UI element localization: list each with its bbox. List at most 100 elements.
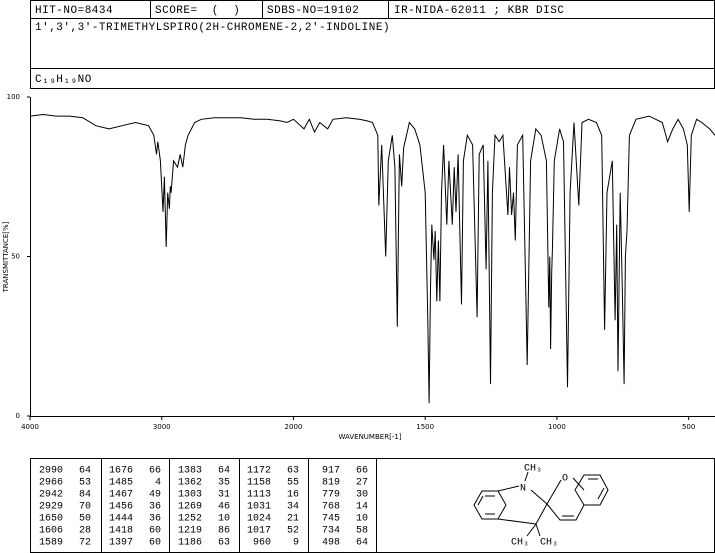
peak-intensity: 55 bbox=[287, 478, 299, 489]
bond bbox=[535, 523, 541, 537]
peak-intensity: 36 bbox=[149, 514, 161, 525]
peak-wavenumber: 1113 bbox=[247, 490, 271, 501]
peak-wavenumber: 1418 bbox=[109, 526, 133, 537]
peak-intensity: 16 bbox=[287, 490, 299, 501]
peak-wavenumber: 779 bbox=[322, 490, 340, 501]
peak-intensity: 64 bbox=[356, 538, 368, 549]
bond bbox=[572, 477, 585, 491]
peak-intensity: 28 bbox=[79, 526, 91, 537]
peak-wavenumber: 1397 bbox=[109, 538, 133, 549]
atom-label: O bbox=[562, 474, 568, 485]
peak-wavenumber: 2990 bbox=[39, 466, 63, 477]
peak-wavenumber: 1269 bbox=[178, 502, 202, 513]
peak-intensity: 34 bbox=[287, 502, 299, 513]
table-box bbox=[30, 458, 715, 553]
x-tick-label: 1500 bbox=[416, 423, 434, 431]
peak-wavenumber: 1252 bbox=[178, 514, 202, 525]
peak-wavenumber: 1172 bbox=[247, 466, 271, 477]
peak-intensity: 10 bbox=[356, 514, 368, 525]
bond bbox=[477, 495, 484, 506]
x-tick-label: 4000 bbox=[21, 423, 39, 431]
peak-intensity: 46 bbox=[218, 502, 230, 513]
peak-wavenumber: 819 bbox=[322, 478, 340, 489]
bond bbox=[526, 523, 537, 537]
peak-intensity: 31 bbox=[218, 490, 230, 501]
peak-wavenumber: 2929 bbox=[39, 502, 63, 513]
peak-wavenumber: 1362 bbox=[178, 478, 202, 489]
bond bbox=[497, 485, 520, 492]
peak-wavenumber: 1219 bbox=[178, 526, 202, 537]
peak-wavenumber: 1606 bbox=[39, 526, 63, 537]
x-tick-label: 500 bbox=[682, 423, 695, 431]
atom-label: CH₃ bbox=[524, 464, 542, 475]
y-tick-label: 0 bbox=[16, 412, 20, 420]
bond bbox=[546, 503, 585, 521]
hit-no: HIT-NO=8434 bbox=[35, 5, 113, 17]
peak-intensity: 86 bbox=[218, 526, 230, 537]
peak-wavenumber: 1650 bbox=[39, 514, 63, 525]
formula: C₁₉H₁₉NO bbox=[35, 74, 92, 86]
peak-intensity: 84 bbox=[79, 490, 91, 501]
y-tick-label: 100 bbox=[7, 93, 20, 101]
x-axis-label: WAVENUMBER[-1] bbox=[338, 433, 401, 441]
compound-name: 1',3',3'-TRIMETHYLSPIRO(2H-CHROMENE-2,2'… bbox=[35, 22, 390, 34]
peak-intensity: 4 bbox=[155, 478, 161, 489]
peak-intensity: 14 bbox=[356, 502, 368, 513]
peak-table bbox=[30, 458, 715, 553]
peak-wavenumber: 498 bbox=[322, 538, 340, 549]
peak-intensity: 72 bbox=[79, 538, 91, 549]
spectrum-line bbox=[29, 113, 715, 404]
header: HIT-NO=8434 SCORE= ( ) SDBS-NO=19102 IR-… bbox=[30, 0, 715, 89]
atom-label: N bbox=[520, 484, 526, 495]
x-tick-label: 3000 bbox=[153, 423, 171, 431]
peak-wavenumber: 1031 bbox=[247, 502, 271, 513]
atom-label: CH₃ bbox=[511, 538, 529, 549]
peak-wavenumber: 734 bbox=[322, 526, 340, 537]
peak-wavenumber: 1303 bbox=[178, 490, 202, 501]
peak-intensity: 64 bbox=[79, 466, 91, 477]
peak-wavenumber: 1158 bbox=[247, 478, 271, 489]
peak-intensity: 27 bbox=[356, 478, 368, 489]
peak-intensity: 60 bbox=[149, 538, 161, 549]
peak-intensity: 58 bbox=[356, 526, 368, 537]
bond-ring bbox=[473, 490, 507, 520]
bond bbox=[497, 489, 548, 525]
peak-intensity: 63 bbox=[287, 466, 299, 477]
peak-wavenumber: 1676 bbox=[109, 466, 133, 477]
source: IR-NIDA-62011 ; KBR DISC bbox=[394, 5, 564, 17]
peak-intensity: 49 bbox=[149, 490, 161, 501]
peak-wavenumber: 917 bbox=[322, 466, 340, 477]
bond bbox=[524, 471, 529, 482]
x-tick-label: 1000 bbox=[548, 423, 566, 431]
peak-wavenumber: 1024 bbox=[247, 514, 271, 525]
peak-intensity: 36 bbox=[149, 502, 161, 513]
peak-wavenumber: 2966 bbox=[39, 478, 63, 489]
structure bbox=[473, 471, 609, 537]
peak-intensity: 30 bbox=[356, 490, 368, 501]
peak-wavenumber: 2942 bbox=[39, 490, 63, 501]
atom-label: CH₃ bbox=[540, 538, 558, 549]
peak-wavenumber: 960 bbox=[253, 538, 271, 549]
peak-intensity: 10 bbox=[218, 514, 230, 525]
peak-wavenumber: 1485 bbox=[109, 478, 133, 489]
peak-intensity: 52 bbox=[287, 526, 299, 537]
peak-intensity: 70 bbox=[79, 502, 91, 513]
peak-intensity: 66 bbox=[356, 466, 368, 477]
peak-intensity: 64 bbox=[218, 466, 230, 477]
x-tick-label: 2000 bbox=[285, 423, 303, 431]
header-box bbox=[30, 0, 715, 89]
peak-wavenumber: 768 bbox=[322, 502, 340, 513]
peak-wavenumber: 1444 bbox=[109, 514, 133, 525]
peak-intensity: 53 bbox=[79, 478, 91, 489]
peak-intensity: 35 bbox=[218, 478, 230, 489]
peak-wavenumber: 1383 bbox=[178, 466, 202, 477]
peak-wavenumber: 1186 bbox=[178, 538, 202, 549]
peak-intensity: 66 bbox=[149, 466, 161, 477]
score: SCORE= ( ) bbox=[155, 5, 240, 17]
peak-intensity: 63 bbox=[218, 538, 230, 549]
peak-wavenumber: 745 bbox=[322, 514, 340, 525]
peak-wavenumber: 1467 bbox=[109, 490, 133, 501]
peak-intensity: 9 bbox=[293, 538, 299, 549]
peak-wavenumber: 1456 bbox=[109, 502, 133, 513]
